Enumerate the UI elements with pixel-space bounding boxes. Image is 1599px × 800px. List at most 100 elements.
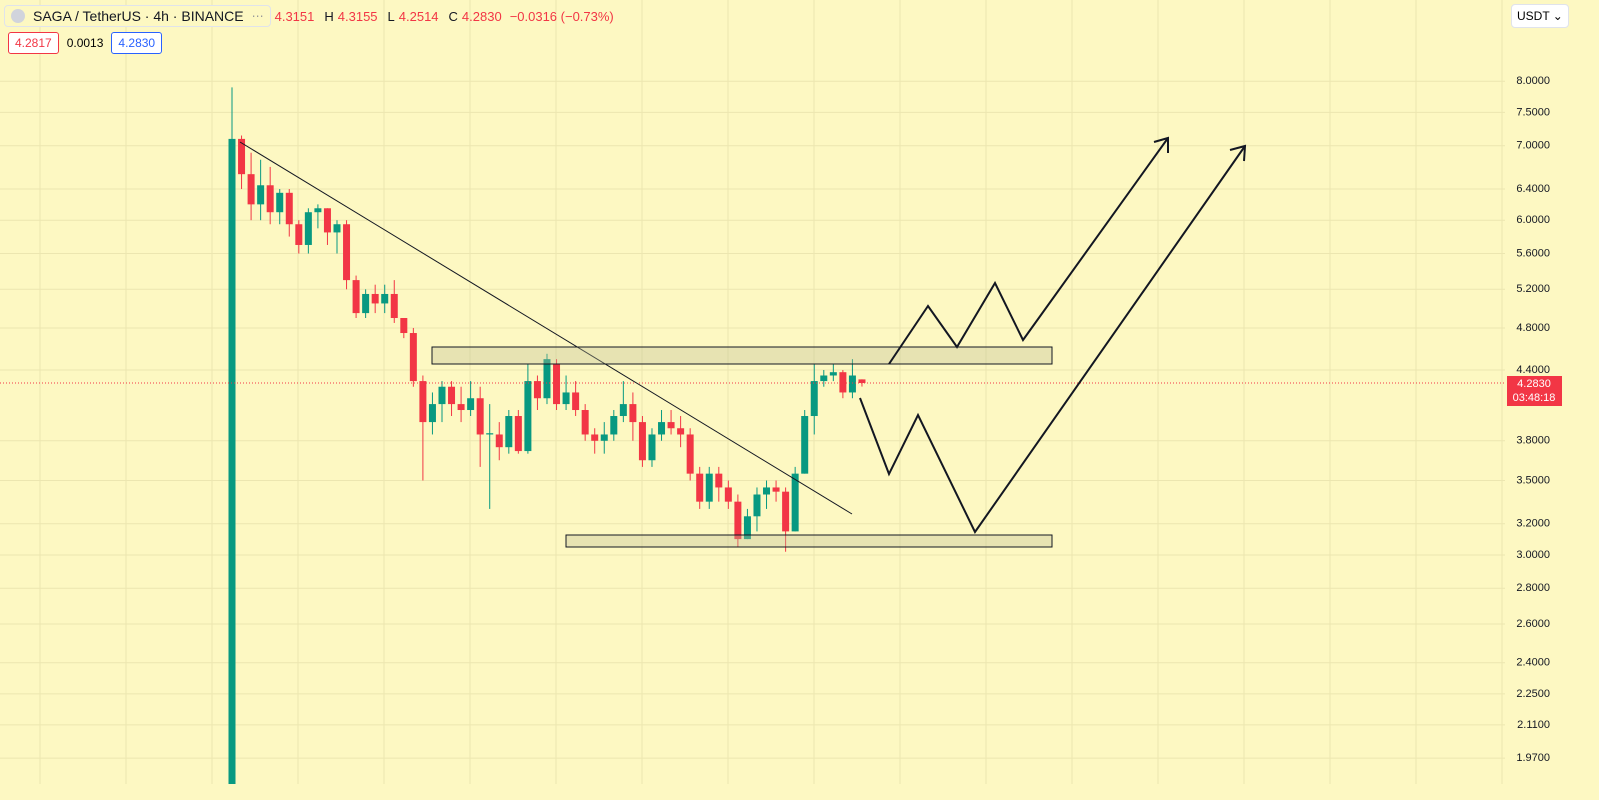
- candle-body: [276, 192, 284, 213]
- candle-body: [715, 473, 723, 488]
- candle-body: [448, 386, 456, 405]
- candle-body: [772, 487, 780, 492]
- candle-body: [543, 359, 551, 399]
- candle-body: [295, 224, 303, 245]
- symbol-icon: [11, 9, 25, 23]
- candle-body: [734, 501, 742, 540]
- y-tick-label: 1.9700: [1516, 752, 1550, 764]
- candle-body: [457, 404, 465, 411]
- close-label: C: [448, 8, 458, 24]
- spread: 0.0013: [66, 36, 104, 50]
- plot: [0, 87, 1505, 784]
- candle-body: [629, 404, 637, 423]
- candle-body: [763, 487, 771, 495]
- candle-body: [839, 372, 847, 393]
- price-axis: 8.0000 7.5000 7.0000 6.4000 6.0000 5.6000 5.20…: [1516, 75, 1550, 764]
- candle-body: [524, 381, 532, 452]
- candle-body: [476, 398, 484, 435]
- price-label-bg: [1507, 376, 1562, 407]
- candle-body: [400, 318, 408, 334]
- candle-body: [381, 293, 389, 304]
- y-tick-label: 4.4000: [1516, 364, 1550, 376]
- candle-body: [696, 473, 704, 502]
- y-tick-label: 3.2000: [1516, 518, 1550, 530]
- candle-body: [323, 208, 331, 233]
- currency-select[interactable]: USDT ⌄: [1511, 4, 1569, 28]
- candle-body: [314, 208, 322, 213]
- candle-body: [572, 392, 580, 411]
- price-marker: 4.2830 03:48:18: [1507, 376, 1562, 407]
- candle-body: [562, 392, 570, 405]
- y-tick-label: 6.0000: [1516, 214, 1550, 226]
- candle-body: [428, 404, 436, 423]
- y-tick-label: 4.8000: [1516, 322, 1550, 334]
- path-arrow: [888, 137, 1169, 365]
- trend-line: [239, 141, 853, 515]
- candle-body: [266, 185, 274, 213]
- y-tick-label: 2.2500: [1516, 688, 1550, 700]
- y-tick-label: 8.0000: [1516, 75, 1550, 87]
- candle-body: [829, 372, 837, 376]
- candle-body: [533, 381, 541, 399]
- y-tick-label: 7.5000: [1516, 106, 1550, 118]
- currency: USDT: [1517, 9, 1550, 23]
- candle-body: [810, 381, 818, 417]
- candle-body: [343, 224, 351, 281]
- header: SAGA / TetherUS · 4h · BINANCE ⋯ 4.3151 …: [4, 5, 614, 27]
- support-zone: [565, 534, 1053, 548]
- change: −0.0316 (−0.73%): [509, 8, 614, 24]
- y-tick-label: 2.1100: [1517, 719, 1550, 731]
- candle-body: [390, 293, 398, 319]
- candle-body: [658, 422, 666, 435]
- bid-ask: 4.2817 0.0013 4.2830: [8, 32, 163, 54]
- y-tick-label: 5.6000: [1516, 247, 1550, 259]
- candle-body: [409, 333, 417, 382]
- candle-body: [304, 212, 312, 245]
- y-tick-label: 2.8000: [1516, 582, 1550, 594]
- countdown: 03:48:18: [1513, 392, 1556, 404]
- candle-body: [820, 375, 828, 382]
- arrow-head: [1229, 144, 1247, 162]
- candle-body: [247, 174, 255, 205]
- ohlc: 4.3151 H 4.3155 L 4.2514 C 4.2830 −0.0316 (…: [275, 9, 614, 24]
- last-price: 4.2830: [1517, 378, 1551, 390]
- candle-body: [848, 375, 856, 393]
- bid[interactable]: 4.2817: [8, 32, 59, 54]
- candle-body: [743, 516, 751, 540]
- y-tick-label: 2.4000: [1516, 657, 1550, 669]
- arrow-head: [1153, 136, 1169, 153]
- candle-body: [600, 434, 608, 441]
- candle-body: [285, 192, 293, 225]
- symbol-box[interactable]: SAGA / TetherUS · 4h · BINANCE ⋯: [4, 5, 271, 27]
- candle-body: [228, 138, 236, 784]
- candle-body: [638, 422, 646, 461]
- candle-body: [238, 138, 246, 175]
- high: 4.3155: [337, 8, 378, 24]
- candle-body: [371, 293, 379, 304]
- more-icon[interactable]: ⋯: [251, 9, 264, 23]
- candle-body: [505, 416, 513, 448]
- candle-body: [801, 416, 809, 474]
- candle-body: [610, 416, 618, 435]
- y-tick-label: 3.0000: [1516, 549, 1550, 561]
- candle-body: [705, 473, 713, 502]
- candle-body: [791, 473, 799, 532]
- candle-body: [467, 398, 475, 411]
- drawings: [239, 136, 1247, 548]
- resistance-zone: [431, 346, 1053, 365]
- y-tick-label: 5.2000: [1516, 283, 1550, 295]
- y-tick-label: 7.0000: [1516, 140, 1550, 152]
- candle-body: [782, 491, 790, 532]
- candle-body: [514, 416, 522, 452]
- close: 4.2830: [461, 8, 502, 24]
- y-tick-label: 3.8000: [1516, 435, 1550, 447]
- candle-body: [591, 434, 599, 441]
- y-tick-label: 3.5000: [1516, 474, 1550, 486]
- y-tick-label: 6.4000: [1516, 183, 1550, 195]
- candle-body: [362, 293, 370, 314]
- ask[interactable]: 4.2830: [111, 32, 163, 54]
- candle-body: [419, 381, 427, 423]
- candle-body: [333, 224, 341, 233]
